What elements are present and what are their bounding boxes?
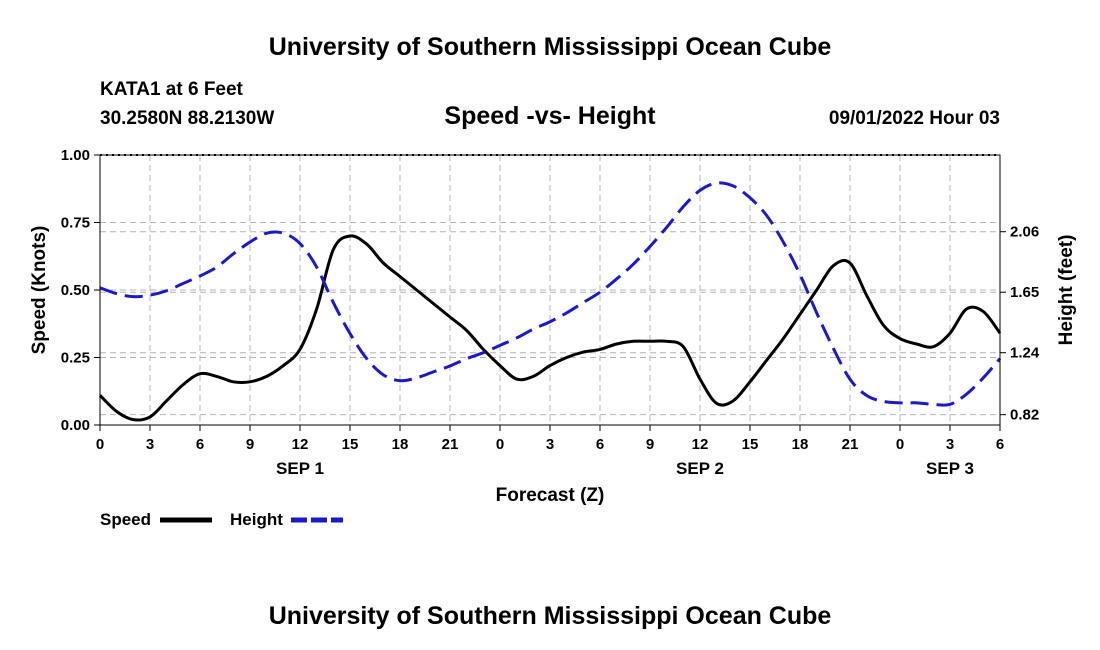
x-tick-label: 12 <box>692 436 709 453</box>
right-y-tick-label: 2.06 <box>1010 224 1039 241</box>
x-tick-label: 0 <box>96 436 104 453</box>
x-tick-label: 3 <box>946 436 954 453</box>
x-tick-label: 18 <box>792 436 809 453</box>
x-tick-label: 0 <box>496 436 504 453</box>
left-y-tick-label: 0.50 <box>61 282 90 299</box>
x-tick-label: 15 <box>342 436 359 453</box>
right-y-axis-label: Height (feet) <box>1056 235 1077 346</box>
x-tick-label: 0 <box>896 436 904 453</box>
left-y-tick-label: 0.25 <box>61 350 90 367</box>
left-y-axis-label: Speed (Knots) <box>29 226 50 355</box>
x-tick-label: 15 <box>742 436 759 453</box>
height-series-line <box>99 181 1002 407</box>
x-tick-label: 6 <box>196 436 204 453</box>
station-location: 30.2580N 88.2130W <box>100 108 274 129</box>
left-y-tick-label: 0.75 <box>61 215 90 232</box>
x-tick-label: 21 <box>842 436 859 453</box>
x-tick-label: 6 <box>996 436 1004 453</box>
speed-series-line <box>98 234 1002 422</box>
date-label: SEP 2 <box>676 459 724 478</box>
x-tick-label: 9 <box>246 436 254 453</box>
chart-subtitle: Speed -vs- Height <box>444 102 656 130</box>
x-tick-label: 18 <box>392 436 409 453</box>
x-tick-label: 3 <box>146 436 154 453</box>
right-y-tick-label: 1.24 <box>1010 345 1040 362</box>
date-label: SEP 3 <box>926 459 974 478</box>
series-layer <box>98 181 1002 422</box>
station-name: KATA1 at 6 Feet <box>100 79 244 100</box>
right-y-tick-label: 0.82 <box>1010 407 1039 424</box>
date-label: SEP 1 <box>276 459 324 478</box>
left-y-tick-label: 0.00 <box>61 417 90 434</box>
x-axis-label: Forecast (Z) <box>496 485 605 506</box>
x-tick-label: 21 <box>442 436 459 453</box>
legend-label-speed: Speed <box>100 510 151 529</box>
x-tick-label: 3 <box>546 436 554 453</box>
forecast-timestamp: 09/01/2022 Hour 03 <box>829 108 1000 129</box>
axis-layer: 0 3 6 9 12 15 18 21 0 3 6 9 12 15 18 21 0 3 6 SEP 1 SEP 2 SEP… <box>61 147 1040 478</box>
right-y-tick-label: 1.65 <box>1010 284 1039 301</box>
legend: Speed Height <box>100 510 343 529</box>
footer-title: University of Southern Mississippi Ocean… <box>269 602 832 630</box>
x-tick-label: 12 <box>292 436 309 453</box>
legend-label-height: Height <box>230 510 283 529</box>
left-y-tick-label: 1.00 <box>61 147 90 164</box>
x-tick-label: 9 <box>646 436 654 453</box>
x-tick-label: 6 <box>596 436 604 453</box>
chart-title: University of Southern Mississippi Ocean… <box>269 33 832 61</box>
